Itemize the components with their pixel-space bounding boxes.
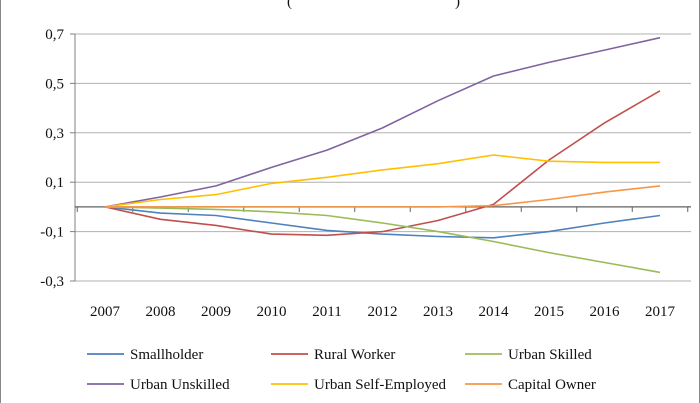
x-axis-tick-labels: 2007 2008 2009 2010 2011 2012 2013 2014 2015 2016… xyxy=(90,304,676,320)
y-tick-label: 0,7 xyxy=(45,27,64,43)
chart-title-fragment-right: ) xyxy=(455,0,460,10)
x-tick-label: 2010 xyxy=(257,304,287,320)
series-line-urban-unskilled xyxy=(104,36,661,208)
x-tick-label: 2008 xyxy=(146,304,176,320)
x-tick-label: 2011 xyxy=(312,304,341,320)
gridlines xyxy=(75,33,691,282)
legend-label-rural-worker: Rural Worker xyxy=(314,347,395,363)
x-tick-label: 2014 xyxy=(479,304,510,320)
chart-title-fragment-left: ( xyxy=(287,0,292,10)
legend: Smallholder Rural Worker Urban Skilled Urba… xyxy=(87,347,596,393)
axes xyxy=(70,33,691,282)
x-tick-label: 2012 xyxy=(368,304,398,320)
series-lines xyxy=(104,36,661,274)
x-tick-label: 2013 xyxy=(423,304,453,320)
y-tick-label: -0,3 xyxy=(40,274,64,290)
series-line-rural-worker xyxy=(104,90,661,237)
y-tick-label: 0,3 xyxy=(45,126,64,142)
series-line-urban-self-employed xyxy=(104,154,660,208)
series-line-capital-owner xyxy=(105,185,661,208)
legend-label-urban-skilled: Urban Skilled xyxy=(508,347,592,363)
y-tick-label: 0,1 xyxy=(45,175,64,191)
legend-label-smallholder: Smallholder xyxy=(130,347,203,363)
x-tick-label: 2016 xyxy=(590,304,621,320)
y-axis-tick-labels: 0,7 0,5 0,3 0,1 -0,1 -0,3 xyxy=(40,27,64,290)
series-line-urban-skilled xyxy=(104,206,661,274)
x-tick-label: 2009 xyxy=(201,304,231,320)
legend-label-capital-owner: Capital Owner xyxy=(508,377,596,393)
y-tick-label: -0,1 xyxy=(40,225,64,241)
x-tick-label: 2015 xyxy=(534,304,564,320)
legend-label-urban-self-employed: Urban Self-Employed xyxy=(314,377,447,393)
series-line-smallholder xyxy=(104,206,661,239)
x-tick-label: 2017 xyxy=(645,304,676,320)
x-tick-label: 2007 xyxy=(90,304,121,320)
legend-label-urban-unskilled: Urban Unskilled xyxy=(130,377,230,393)
y-tick-label: 0,5 xyxy=(45,76,64,92)
